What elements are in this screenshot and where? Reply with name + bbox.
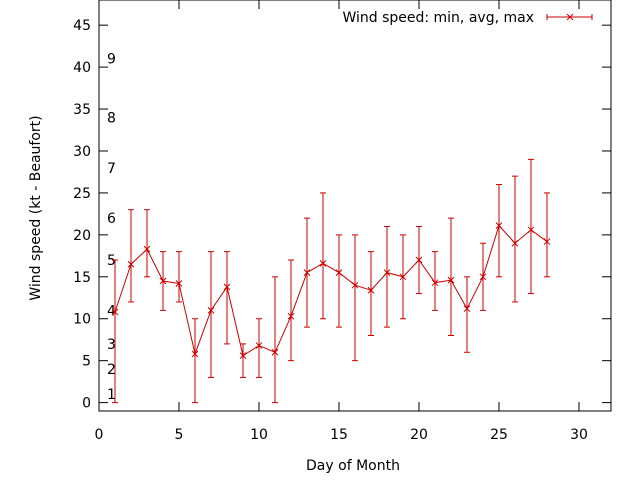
data-point: [175, 280, 183, 287]
x-tick-label: 10: [250, 427, 268, 443]
y-tick-label: 5: [82, 354, 91, 370]
data-point: [207, 306, 215, 314]
beaufort-label: 7: [107, 161, 116, 177]
plot-frame: [98, 0, 612, 412]
y-tick-label: 0: [82, 396, 91, 412]
beaufort-label: 9: [107, 52, 116, 68]
data-point: [159, 277, 167, 285]
legend-label: Wind speed: min, avg, max: [342, 10, 534, 26]
data-point: [383, 269, 391, 276]
y-tick-label: 15: [73, 270, 91, 286]
data-point: [271, 348, 279, 356]
beaufort-label: 8: [107, 110, 116, 126]
y-tick-label: 25: [73, 186, 91, 202]
data-point: [495, 222, 503, 229]
y-tick-label: 40: [73, 60, 91, 76]
data-point: [239, 352, 247, 359]
data-point: [191, 350, 199, 358]
data-point: [127, 260, 135, 268]
data-point: [287, 312, 295, 320]
series-line: [114, 224, 548, 357]
x-tick-label: 0: [95, 427, 104, 443]
data-point: [335, 269, 343, 276]
data-point: [479, 273, 487, 281]
beaufort-label: 3: [107, 337, 116, 353]
y-tick-label: 45: [73, 18, 91, 34]
data-point: [143, 245, 151, 253]
legend: Wind speed: min, avg, max: [342, 10, 593, 26]
beaufort-label: 2: [107, 362, 116, 378]
data-point: [543, 238, 551, 245]
beaufort-label: 5: [107, 253, 116, 269]
beaufort-label: 6: [107, 211, 116, 227]
data-point: [319, 260, 327, 267]
x-tick-label: 20: [410, 427, 428, 443]
y-tick-label: 30: [73, 144, 91, 160]
data-point: [111, 308, 119, 316]
data-point: [255, 342, 263, 349]
data-point: [463, 305, 471, 313]
data-point: [431, 279, 439, 287]
series-layer: [111, 158, 551, 404]
data-point: [415, 256, 423, 264]
y-tick-label: 20: [73, 228, 91, 244]
legend-swatch: [546, 13, 593, 21]
x-tick-label: 15: [330, 427, 348, 443]
x-tick-label: 30: [570, 427, 588, 443]
x-tick-label: 5: [175, 427, 184, 443]
data-point: [303, 269, 311, 276]
data-point: [367, 286, 375, 294]
data-point: [527, 226, 535, 234]
y-tick-label: 35: [73, 102, 91, 118]
y-axis-label: Wind speed (kt - Beaufort): [28, 115, 44, 300]
x-tick-label: 25: [490, 427, 508, 443]
data-point: [223, 283, 231, 291]
beaufort-labels: 1 2 3 4 5 6 7 8 9: [107, 52, 116, 404]
x-axis-label: Day of Month: [306, 458, 400, 474]
legend-marker: [566, 13, 574, 21]
data-point: [511, 239, 519, 247]
data-point: [351, 281, 359, 289]
beaufort-label: 4: [107, 303, 116, 319]
data-point: [399, 273, 407, 281]
y-tick-label: 10: [73, 312, 91, 328]
beaufort-label: 1: [107, 387, 116, 403]
data-point: [447, 276, 455, 284]
